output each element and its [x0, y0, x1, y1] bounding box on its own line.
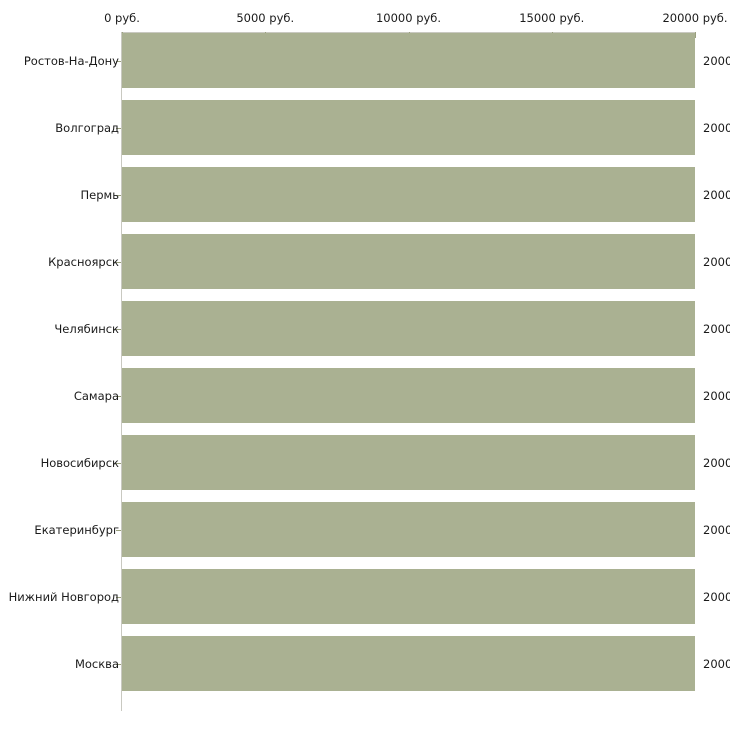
x-axis-tick-label: 0 руб.	[104, 11, 140, 25]
y-axis-tick	[116, 328, 121, 330]
y-axis-tick	[116, 194, 121, 196]
bar	[122, 100, 695, 155]
y-axis-category-label: Самара	[73, 388, 119, 403]
bar	[122, 636, 695, 691]
y-axis-category-label: Ростов-На-Дону	[23, 53, 119, 68]
bar-value-label: 20000 руб.	[703, 254, 730, 269]
y-axis-tick	[116, 261, 121, 263]
y-axis-line	[121, 32, 122, 711]
x-axis-tick-label: 15000 руб.	[519, 11, 585, 25]
bar-value-label: 20000 руб.	[703, 321, 730, 336]
y-axis-category-label: Красноярск	[48, 254, 119, 269]
y-axis-category-label: Екатеринбург	[34, 522, 119, 537]
bar	[122, 502, 695, 557]
bar	[122, 301, 695, 356]
bar	[122, 435, 695, 490]
y-axis-category-label: Нижний Новгород	[8, 589, 119, 604]
x-axis-tick-label: 20000 руб.	[662, 11, 728, 25]
x-axis-tick	[695, 32, 696, 38]
y-axis-tick	[116, 663, 121, 665]
y-axis-category-label: Волгоград	[55, 120, 119, 135]
y-axis-tick	[116, 596, 121, 598]
bar-value-label: 20000 руб.	[703, 53, 730, 68]
y-axis-tick	[116, 395, 121, 397]
bar-value-label: 20000 руб.	[703, 120, 730, 135]
bar-value-label: 20000 руб.	[703, 187, 730, 202]
bar	[122, 569, 695, 624]
y-axis-category-label: Челябинск	[54, 321, 119, 336]
y-axis-tick	[116, 60, 121, 62]
y-axis-category-label: Москва	[74, 656, 119, 671]
bar	[122, 368, 695, 423]
y-axis-category-label: Пермь	[80, 187, 119, 202]
y-axis-tick	[116, 462, 121, 464]
y-axis-tick	[116, 127, 121, 129]
y-axis-category-label: Новосибирск	[40, 455, 119, 470]
bar-value-label: 20000 руб.	[703, 589, 730, 604]
bar-value-label: 20000 руб.	[703, 388, 730, 403]
y-axis-tick	[116, 529, 121, 531]
bar-value-label: 20000 руб.	[703, 455, 730, 470]
bar	[122, 234, 695, 289]
bar	[122, 33, 695, 88]
x-axis-tick-label: 5000 руб.	[236, 11, 295, 25]
bar-value-label: 20000 руб.	[703, 656, 730, 671]
bar	[122, 167, 695, 222]
bar-value-label: 20000 руб.	[703, 522, 730, 537]
x-axis-tick-label: 10000 руб.	[375, 11, 442, 25]
